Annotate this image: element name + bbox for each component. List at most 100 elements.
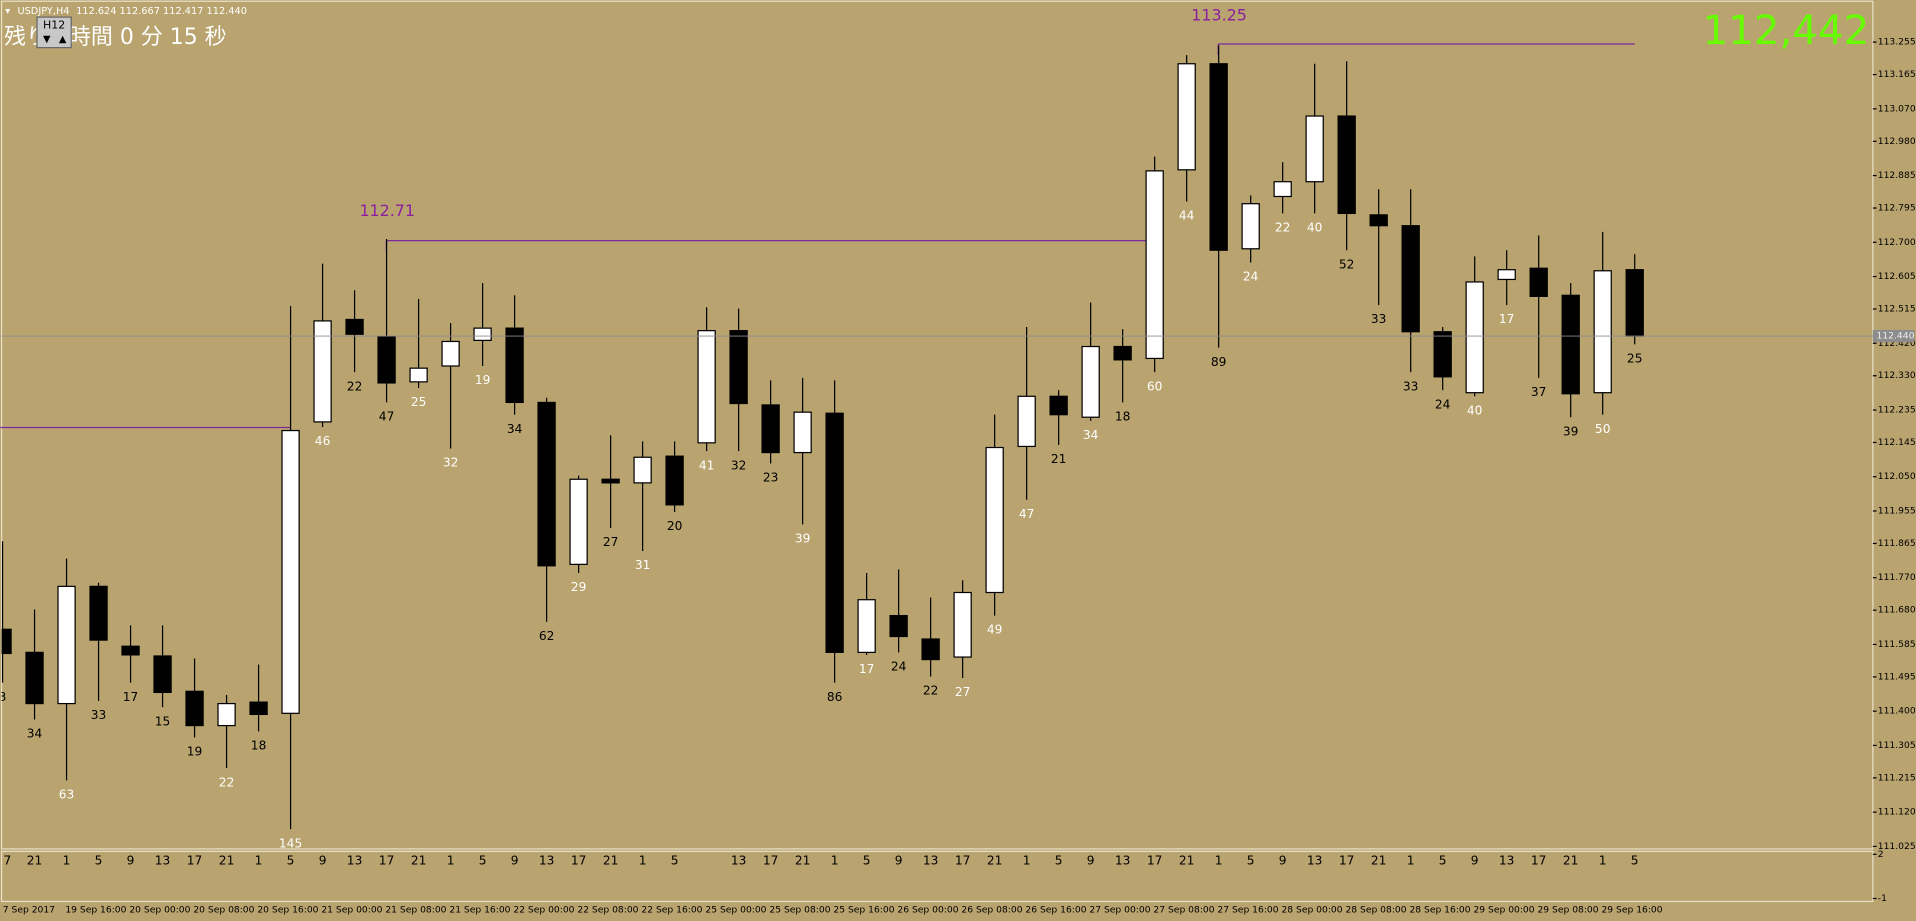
x-tick-label: 21: [795, 854, 811, 868]
x-tick-label: 21: [411, 854, 427, 868]
candle-body: [1465, 281, 1484, 394]
count-label: 18: [251, 739, 267, 753]
symbol-arrow: ▾: [5, 6, 10, 17]
y-tick-label: 111.025: [1878, 841, 1916, 852]
candle-body: [409, 367, 428, 383]
x-tick-label: 21: [27, 854, 43, 868]
x-tick-label: 13: [347, 854, 363, 868]
candle-body: [601, 478, 620, 484]
date-label: 28 Sep 00:00: [1281, 905, 1342, 916]
candle-body: [249, 701, 268, 716]
x-tick-label: 1: [639, 854, 647, 868]
count-label: 39: [795, 531, 811, 545]
x-tick-label: 9: [127, 854, 135, 868]
current-price-label: 112.440: [1877, 331, 1915, 342]
button-up[interactable]: ▲: [59, 34, 67, 45]
y-tick-label: 111.585: [1878, 639, 1916, 650]
count-label: 31: [635, 558, 651, 572]
count-label: 34: [27, 727, 43, 741]
count-label: 19: [475, 373, 491, 387]
date-label: 25 Sep 00:00: [705, 905, 766, 916]
x-tick-label: 1: [255, 854, 263, 868]
x-tick-label: 17: [1147, 854, 1163, 868]
count-label: 89: [1211, 355, 1227, 369]
count-label: 49: [987, 623, 1003, 637]
candle-body: [89, 585, 108, 641]
candle-body: [665, 455, 684, 506]
button-label[interactable]: H12: [43, 19, 65, 32]
date-label: 20 Sep 16:00: [257, 905, 318, 916]
count-label: 20: [667, 519, 683, 533]
candle-body: [1561, 294, 1580, 395]
y-tick-label: 111.495: [1878, 671, 1916, 682]
x-tick-label: 9: [895, 854, 903, 868]
y-tick-label: 112.420: [1878, 338, 1916, 349]
candle-body: [1305, 115, 1324, 183]
candle-body: [153, 655, 172, 694]
sub-frame: [0, 850, 1874, 903]
date-label: 29 Sep 00:00: [1473, 905, 1534, 916]
date-label: 7 Sep 2017: [3, 905, 55, 916]
y-tick-label: 111.120: [1878, 807, 1916, 818]
bid-display: 112,442: [1703, 7, 1870, 54]
date-label: 21 Sep 00:00: [321, 905, 382, 916]
x-tick-label: 13: [155, 854, 171, 868]
count-label: 37: [1531, 385, 1547, 399]
count-label: 17: [123, 690, 139, 704]
y-tick-label: 111.770: [1878, 572, 1916, 583]
date-label: 19 Sep 16:00: [65, 905, 126, 916]
x-tick-label: 17: [571, 854, 587, 868]
x-tick-label: 13: [539, 854, 555, 868]
annotation: 113.25: [1191, 5, 1247, 24]
date-label: 26 Sep 00:00: [897, 905, 958, 916]
count-label: 44: [1179, 209, 1195, 223]
date-label: 21 Sep 08:00: [385, 905, 446, 916]
candle-body: [1241, 203, 1260, 250]
x-tick-label: 13: [731, 854, 747, 868]
candle-body: [697, 330, 716, 444]
sub-y-tick-label: -1: [1878, 893, 1887, 904]
candle-body: [377, 336, 396, 384]
candle-body: [1337, 115, 1356, 215]
sub-y-tick-label: 2: [1878, 849, 1884, 860]
date-label: 27 Sep 00:00: [1089, 905, 1150, 916]
count-label: 145: [279, 836, 302, 850]
x-tick-label: 21: [987, 854, 1003, 868]
date-label: 29 Sep 16:00: [1601, 905, 1662, 916]
timeframe-button[interactable]: [36, 16, 72, 49]
candle-body: [1401, 225, 1420, 333]
candle-body: [921, 638, 940, 661]
x-tick-label: 5: [1439, 854, 1447, 868]
candle-body: [729, 330, 748, 405]
count-label: 15: [155, 714, 171, 728]
x-tick-label: 17: [955, 854, 971, 868]
y-tick-label: 112.885: [1878, 170, 1916, 181]
candle-body: [985, 446, 1004, 594]
count-label: 46: [315, 434, 331, 448]
count-label: 40: [1467, 403, 1483, 417]
x-tick-label: 9: [1471, 854, 1479, 868]
candle-body: [1017, 395, 1036, 448]
x-tick-label: 13: [1499, 854, 1515, 868]
current-price-box: [1872, 329, 1915, 343]
y-tick-label: 111.955: [1878, 505, 1916, 516]
y-tick-label: 112.605: [1878, 271, 1916, 282]
y-tick-label: 111.680: [1878, 605, 1916, 616]
date-label: 26 Sep 08:00: [961, 905, 1022, 916]
button-down[interactable]: ▼: [43, 34, 51, 45]
candle-body: [1, 628, 12, 655]
candle-body: [1497, 269, 1516, 281]
date-label: 27 Sep 08:00: [1153, 905, 1214, 916]
x-tick-label: 17: [1339, 854, 1355, 868]
count-label: 18: [1115, 410, 1131, 424]
x-tick-label: 9: [1279, 854, 1287, 868]
count-label: 33: [91, 708, 107, 722]
date-label: 29 Sep 08:00: [1537, 905, 1598, 916]
count-label: 27: [955, 685, 971, 699]
x-tick-label: 1: [63, 854, 71, 868]
count-label: 27: [603, 535, 619, 549]
candles: 3 34 63 33 17 15 19 22 18 145 46 22 47 25 32 19 34 62 29 27…: [1, 45, 1644, 850]
x-tick-label: 5: [671, 854, 679, 868]
x-tick-label: 5: [1631, 854, 1639, 868]
count-label: 40: [1307, 221, 1323, 235]
